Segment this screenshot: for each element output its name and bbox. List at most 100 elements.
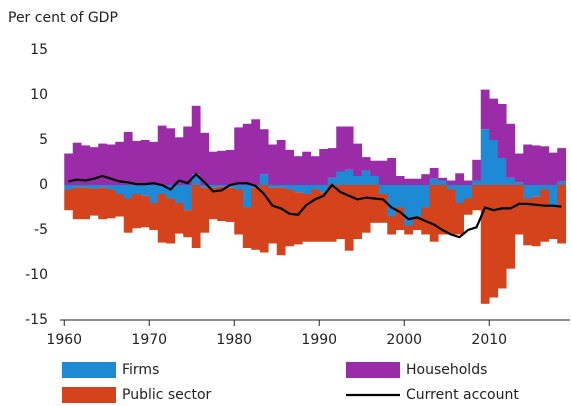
bar	[370, 185, 380, 223]
bar	[174, 203, 184, 234]
bar	[310, 185, 320, 190]
bar	[132, 140, 142, 185]
bar	[81, 187, 91, 220]
bar	[293, 185, 303, 193]
bar	[106, 189, 116, 219]
bar	[200, 185, 210, 188]
bar	[319, 192, 329, 242]
bar	[285, 185, 295, 190]
bar	[523, 144, 533, 185]
bar	[361, 185, 371, 233]
bar	[149, 185, 159, 203]
bar	[480, 185, 490, 304]
bar	[344, 185, 354, 251]
x-tick-label: 1960	[46, 332, 82, 348]
y-tick-label: 0	[39, 177, 48, 193]
bar	[115, 185, 125, 194]
bar	[370, 176, 380, 185]
bar	[421, 185, 431, 208]
bar	[540, 146, 550, 185]
bar	[353, 176, 363, 185]
bar	[472, 159, 482, 181]
bar	[361, 157, 371, 171]
bar	[540, 189, 550, 242]
bar	[217, 186, 227, 221]
bar	[166, 128, 176, 185]
bar	[149, 203, 159, 230]
bar	[166, 198, 176, 244]
bar	[531, 196, 541, 247]
bar	[489, 98, 499, 140]
bar	[344, 169, 354, 185]
bar	[548, 185, 558, 208]
bar	[429, 185, 439, 242]
bar	[98, 187, 108, 220]
bar	[319, 149, 329, 185]
y-tick-label: 10	[30, 87, 48, 103]
bar	[157, 185, 167, 194]
bar	[429, 167, 439, 179]
bar	[293, 156, 303, 185]
bar	[157, 125, 167, 185]
bar	[438, 185, 448, 235]
bar	[115, 194, 125, 217]
line	[68, 172, 562, 239]
bar	[353, 143, 363, 176]
legend-label: Current account	[406, 387, 519, 403]
bar	[327, 177, 337, 185]
bar	[548, 207, 558, 239]
y-axis-label: Per cent of GDP	[8, 10, 118, 26]
bar	[276, 140, 286, 185]
bar	[378, 160, 388, 185]
bar	[455, 185, 465, 203]
bar	[183, 210, 193, 238]
bar	[234, 127, 244, 185]
bar	[140, 195, 150, 228]
bar	[81, 145, 91, 185]
bar	[302, 151, 312, 185]
bar	[140, 185, 150, 196]
bar	[268, 187, 278, 244]
bar	[353, 185, 363, 239]
bar	[208, 185, 218, 188]
bar	[557, 185, 567, 244]
bar	[89, 188, 99, 216]
bar	[310, 189, 320, 242]
legend-swatch	[346, 362, 400, 378]
bar	[310, 156, 320, 185]
bar	[302, 194, 312, 242]
bar	[378, 185, 388, 194]
bar	[557, 148, 567, 182]
bar	[259, 185, 269, 253]
bar	[98, 185, 108, 188]
bar	[387, 216, 397, 235]
bar	[217, 150, 227, 185]
bar	[455, 203, 465, 235]
bar	[132, 194, 142, 229]
bar	[497, 104, 507, 158]
bar	[157, 194, 167, 243]
bar	[174, 185, 184, 203]
bar	[98, 143, 108, 185]
bar	[531, 185, 541, 197]
bar	[64, 185, 74, 190]
bar	[446, 189, 456, 235]
bar	[523, 185, 533, 199]
bar	[208, 187, 218, 220]
y-tick-label: 5	[39, 132, 48, 148]
bar	[446, 185, 456, 190]
bar	[81, 185, 91, 188]
bar	[336, 185, 346, 239]
bar	[149, 141, 159, 185]
bar	[234, 189, 244, 235]
x-tick-label: 2000	[386, 332, 422, 348]
bar	[531, 145, 541, 185]
bar	[472, 180, 482, 185]
bar	[89, 185, 99, 189]
legend-label: Households	[406, 362, 487, 378]
bar	[106, 185, 116, 190]
bar	[174, 137, 184, 185]
bar	[208, 151, 218, 185]
bar	[387, 185, 397, 217]
bar	[438, 177, 448, 181]
